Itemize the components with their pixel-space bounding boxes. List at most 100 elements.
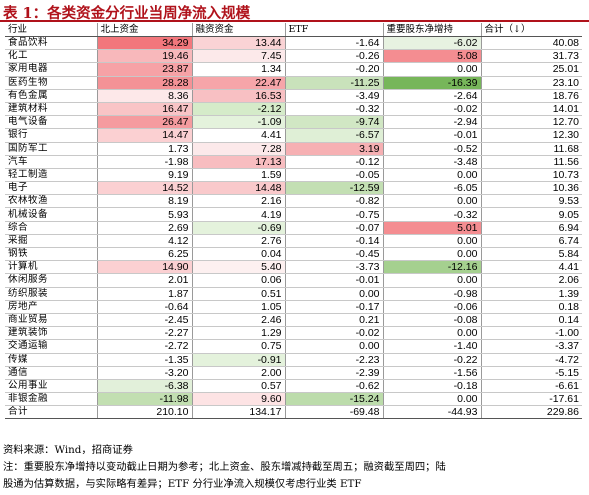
value-cell: 31.73 — [480, 49, 582, 64]
value-cell: -0.75 — [284, 207, 383, 222]
value-cell: 26.47 — [96, 115, 192, 130]
value-cell: 5.84 — [480, 247, 582, 262]
value-cell: -5.15 — [480, 366, 582, 380]
table-row: 家用电器 23.87 1.34 -0.20 0.00 25.01 — [5, 62, 582, 77]
value-cell: 14.48 — [191, 181, 285, 196]
table-row: 休闲服务 2.01 0.06 -0.01 0.00 2.06 — [5, 273, 582, 288]
value-cell: -3.48 — [382, 155, 481, 169]
table-row: 农林牧渔 8.19 2.16 -0.82 0.00 9.53 — [5, 194, 582, 209]
industry-name: 家用电器 — [5, 62, 97, 77]
value-cell: -1.09 — [191, 115, 285, 130]
value-cell: 11.56 — [480, 155, 582, 169]
value-cell: 7.28 — [191, 142, 285, 156]
industry-name: 国防军工 — [5, 142, 97, 156]
source-note: 资料来源：Wind，招商证券 — [3, 444, 133, 456]
value-cell: -0.64 — [96, 300, 192, 314]
value-cell: 0.00 — [382, 168, 481, 183]
total-value-cell: -69.48 — [284, 405, 383, 420]
value-cell: 4.12 — [96, 234, 192, 249]
value-cell: 25.01 — [480, 62, 582, 77]
value-cell: -4.72 — [480, 353, 582, 367]
industry-name: 纺织服装 — [5, 287, 97, 301]
value-cell: 2.01 — [96, 273, 192, 288]
value-cell: 5.40 — [191, 260, 285, 275]
value-cell: -2.72 — [96, 339, 192, 354]
industry-name: 医药生物 — [5, 76, 97, 90]
value-cell: 1.39 — [480, 287, 582, 301]
value-cell: -0.69 — [191, 221, 285, 235]
value-cell: -6.05 — [382, 181, 481, 196]
value-cell: -6.38 — [96, 379, 192, 394]
value-cell: 0.00 — [382, 234, 481, 249]
column-header: 重要股东净增持 — [382, 23, 481, 37]
value-cell: 1.73 — [96, 142, 192, 156]
table-row: 交通运输 -2.72 0.75 0.00 -1.40 -3.37 — [5, 339, 582, 354]
value-cell: -11.25 — [284, 76, 383, 90]
value-cell: 6.74 — [480, 234, 582, 249]
value-cell: 23.10 — [480, 76, 582, 90]
value-cell: -0.20 — [284, 62, 383, 77]
industry-name: 建筑装饰 — [5, 326, 97, 341]
value-cell: 2.46 — [191, 313, 285, 328]
value-cell: -0.32 — [382, 207, 481, 222]
table-row: 非银金融 -11.98 9.60 -15.24 0.00 -17.61 — [5, 392, 582, 407]
value-cell: 23.87 — [96, 62, 192, 77]
value-cell: -0.01 — [284, 273, 383, 288]
table-row: 电子 14.52 14.48 -12.59 -6.05 10.36 — [5, 181, 582, 196]
industry-name: 休闲服务 — [5, 273, 97, 288]
value-cell: -2.64 — [382, 89, 481, 103]
value-cell: 5.93 — [96, 207, 192, 222]
value-cell: 11.68 — [480, 142, 582, 156]
table-row: 机械设备 5.93 4.19 -0.75 -0.32 9.05 — [5, 207, 582, 222]
total-value-cell: 229.86 — [480, 405, 582, 420]
value-cell: 10.36 — [480, 181, 582, 196]
value-cell: 0.14 — [480, 313, 582, 328]
value-cell: -0.98 — [382, 287, 481, 301]
value-cell: 34.29 — [96, 36, 192, 51]
value-cell: 0.51 — [191, 287, 285, 301]
value-cell: 40.08 — [480, 36, 582, 51]
footnote-line-2: 股通为估算数据，与实际略有差异；ETF 分行业净流入规模仅考虑行业类 ETF — [3, 478, 362, 490]
value-cell: 4.41 — [480, 260, 582, 275]
table-row: 计算机 14.90 5.40 -3.73 -12.16 4.41 — [5, 260, 582, 275]
total-value-cell: 210.10 — [96, 405, 192, 420]
table-row: 采掘 4.12 2.76 -0.14 0.00 6.74 — [5, 234, 582, 249]
value-cell: 0.00 — [382, 392, 481, 407]
value-cell: 28.28 — [96, 76, 192, 90]
value-cell: 4.19 — [191, 207, 285, 222]
value-cell: 0.57 — [191, 379, 285, 394]
value-cell: 0.00 — [382, 273, 481, 288]
table-row: 国防军工 1.73 7.28 3.19 -0.52 11.68 — [5, 142, 582, 156]
value-cell: 1.05 — [191, 300, 285, 314]
value-cell: 14.52 — [96, 181, 192, 196]
table-row: 建筑材料 16.47 -2.12 -0.32 -0.02 14.01 — [5, 102, 582, 117]
table-row: 医药生物 28.28 22.47 -11.25 -16.39 23.10 — [5, 76, 582, 90]
column-header: 行业 — [5, 23, 97, 37]
value-cell: -0.32 — [284, 102, 383, 117]
table-row: 房地产 -0.64 1.05 -0.17 -0.06 0.18 — [5, 300, 582, 314]
value-cell: 18.76 — [480, 89, 582, 103]
value-cell: 1.29 — [191, 326, 285, 341]
value-cell: -1.40 — [382, 339, 481, 354]
value-cell: 1.59 — [191, 168, 285, 183]
table-row: 银行 14.47 4.41 -6.57 -0.01 12.30 — [5, 128, 582, 143]
value-cell: 1.87 — [96, 287, 192, 301]
value-cell: -0.82 — [284, 194, 383, 209]
value-cell: -0.91 — [191, 353, 285, 367]
table-row: 食品饮料 34.29 13.44 -1.64 -6.02 40.08 — [5, 36, 582, 51]
value-cell: -2.39 — [284, 366, 383, 380]
value-cell: 0.00 — [382, 62, 481, 77]
table-row: 公用事业 -6.38 0.57 -0.62 -0.18 -6.61 — [5, 379, 582, 394]
value-cell: 14.01 — [480, 102, 582, 117]
value-cell: -6.61 — [480, 379, 582, 394]
column-header: 合计（↓） — [480, 23, 582, 37]
value-cell: 14.90 — [96, 260, 192, 275]
value-cell: -3.49 — [284, 89, 383, 103]
industry-name: 农林牧渔 — [5, 194, 97, 209]
industry-name: 银行 — [5, 128, 97, 143]
total-value-cell: 134.17 — [191, 405, 285, 420]
table-row: 轻工制造 9.19 1.59 -0.05 0.00 10.73 — [5, 168, 582, 183]
value-cell: -9.74 — [284, 115, 383, 130]
value-cell: -2.12 — [191, 102, 285, 117]
value-cell: 0.00 — [284, 339, 383, 354]
